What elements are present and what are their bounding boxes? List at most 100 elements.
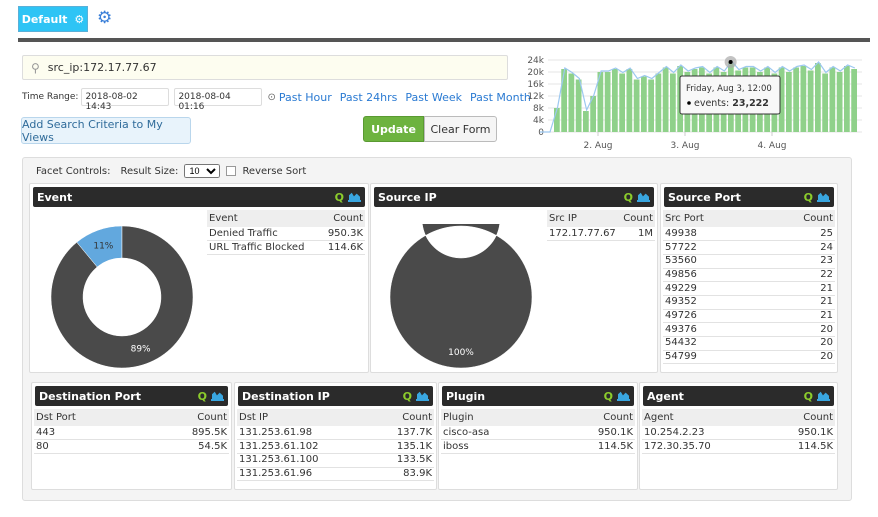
row-value: cisco-asa <box>441 426 551 441</box>
x-tick-label: 4. Aug <box>757 141 786 151</box>
table-row[interactable]: iboss 114.5K <box>441 439 635 454</box>
gear-icon: ⚙ <box>74 12 85 26</box>
row-value: 49938 <box>663 227 760 242</box>
search-icon[interactable]: Q <box>402 389 412 403</box>
table-row[interactable]: 172.30.35.70 114.5K <box>642 439 835 454</box>
row-value: 443 <box>34 426 137 441</box>
time-start-input[interactable]: 2018-08-02 14:43 <box>81 88 170 112</box>
default-view-button[interactable]: Default ⚙ <box>18 6 88 32</box>
table-row[interactable]: 49352 21 <box>663 295 835 310</box>
table-row[interactable]: Denied Traffic 950.3K <box>207 227 365 242</box>
facet-table-event: Event Count Denied Traffic 950.3K URL Traffi… <box>207 210 365 255</box>
histogram-bar[interactable] <box>655 73 662 133</box>
table-row[interactable]: 53560 23 <box>663 254 835 269</box>
donut-slice[interactable] <box>389 224 533 369</box>
chart-icon[interactable] <box>617 391 630 401</box>
table-row[interactable]: 172.17.77.67 1M <box>547 227 655 242</box>
table-row[interactable]: 131.253.61.98 137.7K <box>237 426 434 441</box>
past-24hrs-link[interactable]: Past 24hrs <box>339 90 398 104</box>
histogram-bar[interactable] <box>612 69 618 132</box>
row-value: iboss <box>441 439 551 454</box>
histogram-bar[interactable] <box>815 63 821 132</box>
chart-icon[interactable] <box>416 391 429 401</box>
past-month-link[interactable]: Past Month <box>469 90 531 104</box>
search-icon[interactable]: Q <box>803 190 813 204</box>
update-button[interactable]: Update <box>363 116 424 142</box>
histogram-bar[interactable] <box>633 79 640 133</box>
time-end-input[interactable]: 2018-08-04 01:16 <box>174 88 263 112</box>
histogram-bar[interactable] <box>597 72 604 132</box>
table-row[interactable]: 443 895.5K <box>34 426 229 441</box>
result-size-select[interactable]: 10 <box>184 164 221 178</box>
histogram-bar[interactable] <box>844 66 850 132</box>
histogram-bar[interactable] <box>648 79 654 133</box>
gears-icon[interactable]: ⚙ <box>97 8 113 28</box>
table-row[interactable]: 49376 20 <box>663 322 835 337</box>
row-value: 49726 <box>663 309 760 324</box>
table-row[interactable]: 49938 25 <box>663 227 835 242</box>
time-range-label: Time Range: <box>22 92 79 102</box>
facet-header-source-port: Source Port Q <box>664 187 834 207</box>
histogram-bar[interactable] <box>822 73 828 133</box>
donut-slice[interactable] <box>50 225 194 369</box>
histogram-bar[interactable] <box>778 67 785 133</box>
tooltip-title: Friday, Aug 3, 12:00 <box>686 84 772 94</box>
search-icon[interactable]: Q <box>623 190 633 204</box>
search-icon[interactable]: Q <box>603 389 613 403</box>
histogram-bar[interactable] <box>626 69 633 132</box>
table-row[interactable]: 49229 21 <box>663 281 835 296</box>
past-hour-link[interactable]: Past Hour <box>278 90 332 104</box>
search-icon[interactable]: Q <box>334 190 344 204</box>
histogram-bar[interactable] <box>561 69 567 132</box>
histogram-bar[interactable] <box>575 79 582 133</box>
chart-icon[interactable] <box>348 192 361 202</box>
histogram-bar[interactable] <box>786 72 792 132</box>
histogram-bar[interactable] <box>554 108 560 132</box>
search-icon[interactable]: Q <box>803 389 813 403</box>
chart-icon[interactable] <box>637 192 650 202</box>
chart-icon[interactable] <box>817 192 830 202</box>
table-row[interactable]: 131.253.61.96 83.9K <box>237 467 434 482</box>
histogram-bar[interactable] <box>807 70 814 133</box>
table-row[interactable]: 10.254.2.23 950.1K <box>642 426 835 441</box>
facet-title: Destination IP <box>242 389 330 403</box>
row-value: 54799 <box>663 350 760 365</box>
reverse-sort-checkbox[interactable] <box>226 166 237 176</box>
histogram-bar[interactable] <box>583 111 589 132</box>
histogram-bar[interactable] <box>619 73 625 133</box>
clear-form-button[interactable]: Clear Form <box>424 116 497 142</box>
add-search-criteria-button[interactable]: Add Search Criteria to My Views <box>21 117 191 144</box>
histogram-bar[interactable] <box>662 67 669 133</box>
table-row[interactable]: 57722 24 <box>663 240 835 255</box>
table-row[interactable]: 80 54.5K <box>34 439 229 454</box>
tooltip <box>679 75 781 115</box>
histogram-bar[interactable] <box>568 73 575 133</box>
facet-controls: Facet Controls: Result Size: 10 Reverse … <box>36 164 306 178</box>
table-row[interactable]: 54432 20 <box>663 336 835 351</box>
histogram-bar[interactable] <box>670 73 676 133</box>
row-count: 21 <box>759 309 835 324</box>
histogram-bar[interactable] <box>793 67 799 133</box>
table-row[interactable]: 131.253.61.102 135.1K <box>237 439 434 454</box>
histogram-bar[interactable] <box>641 76 647 133</box>
column-header: Src Port <box>663 210 760 227</box>
chart-icon[interactable] <box>211 391 224 401</box>
facet-controls-label: Facet Controls: <box>36 165 111 177</box>
events-histogram[interactable]: 0 4k 8k 12k 16k 20k 24k 2. Aug 3. Aug 4. Aug Frida… <box>505 50 870 155</box>
histogram-bar[interactable] <box>800 66 807 132</box>
table-row[interactable]: 49856 22 <box>663 268 835 283</box>
search-icon[interactable]: Q <box>197 389 207 403</box>
histogram-bar[interactable] <box>590 96 596 132</box>
histogram-bar[interactable] <box>829 67 836 133</box>
table-row[interactable]: 54799 20 <box>663 350 835 365</box>
chart-icon[interactable] <box>817 391 830 401</box>
table-row[interactable]: 131.253.61.100 133.5K <box>237 453 434 468</box>
table-row[interactable]: cisco-asa 950.1K <box>441 426 635 441</box>
search-input[interactable]: ⚲ src_ip:172.17.77.67 <box>22 55 508 80</box>
table-row[interactable]: URL Traffic Blocked 114.6K <box>207 240 365 255</box>
histogram-bar[interactable] <box>851 69 857 132</box>
past-week-link[interactable]: Past Week <box>405 90 462 104</box>
table-row[interactable]: 49726 21 <box>663 309 835 324</box>
histogram-bar[interactable] <box>604 72 611 132</box>
histogram-bar[interactable] <box>836 72 843 132</box>
